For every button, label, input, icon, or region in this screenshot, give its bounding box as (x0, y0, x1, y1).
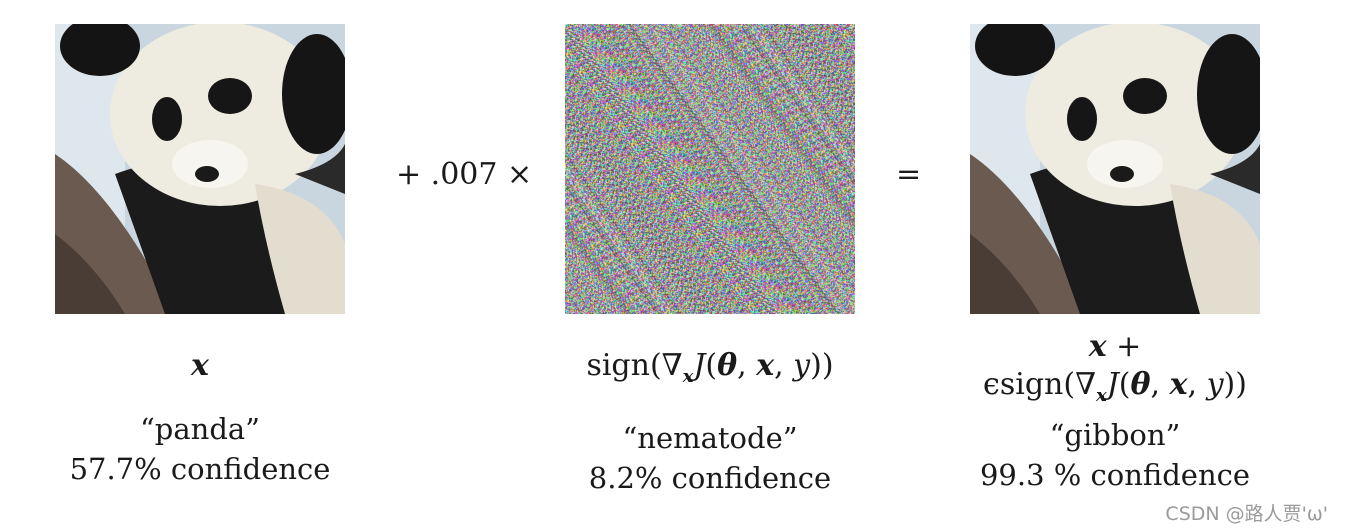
adversarial-formula-line1: x + (1088, 329, 1142, 364)
panda-photo (55, 24, 345, 314)
adversarial-formula-line2: ϵsign(∇xJ(θ, x, y)) (983, 367, 1247, 406)
adversarial-panda-image (970, 24, 1260, 314)
watermark: CSDN @路人贾'ω' (1165, 503, 1328, 525)
equals-operator: = (896, 157, 922, 192)
noise-caption: sign(∇xJ(θ, x, y)) “nematode” 8.2% confi… (510, 347, 910, 498)
adversarial-panda-photo (970, 24, 1260, 314)
panda-caption: x “panda” 57.7% confidence (0, 347, 400, 489)
gibbon-confidence: 99.3 % confidence (979, 458, 1251, 492)
gibbon-label: “gibbon” (1049, 418, 1181, 452)
nematode-confidence: 8.2% confidence (588, 461, 832, 495)
panda-image (55, 24, 345, 314)
gibbon-caption: x + ϵsign(∇xJ(θ, x, y)) “gibbon” 99.3 % … (915, 328, 1315, 495)
panda-label: “panda” (139, 412, 261, 446)
panda-confidence: 57.7% confidence (69, 452, 331, 486)
input-symbol: x (191, 348, 209, 383)
gradient-sign-formula: sign(∇xJ(θ, x, y)) (586, 348, 834, 387)
nematode-label: “nematode” (622, 421, 798, 455)
noise-pattern (565, 24, 855, 314)
scale-operator: + .007 × (396, 157, 533, 192)
noise-image (565, 24, 855, 314)
